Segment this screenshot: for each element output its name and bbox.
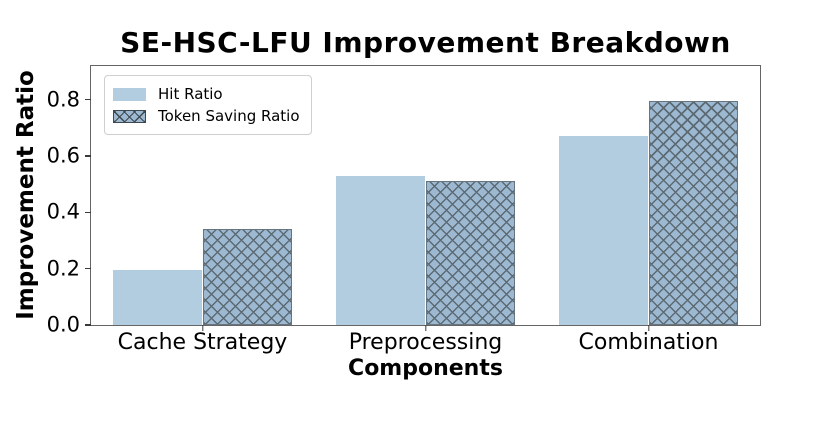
legend-item-hit-ratio: Hit Ratio [113,83,301,105]
x-tick-label-preprocessing: Preprocessing [348,330,503,355]
legend-label-token-saving-ratio: Token Saving Ratio [158,107,300,125]
y-axis-label-text: Improvement Ratio [13,70,39,320]
x-tick-mark [424,325,427,331]
y-tick-label-0.6: 0.6 [46,143,80,168]
bar-token-saving-ratio-preprocessing [425,181,515,325]
legend-swatch-token-saving-ratio [113,109,146,123]
bar-token-saving-ratio-combination [648,101,738,325]
y-tick-label-0.8: 0.8 [46,87,80,112]
x-axis-label: Components [348,356,503,381]
y-tick-mark [85,99,91,101]
y-tick-label-0.4: 0.4 [46,199,80,224]
plot-area: 0.0 0.2 0.4 0.6 0.8 Cache Strategy Preprocess… [47,65,761,354]
x-tick-label-combination: Combination [578,330,719,355]
legend-label-hit-ratio: Hit Ratio [158,85,223,103]
y-tick-label-0.0: 0.0 [46,312,80,337]
x-tick-mark [647,325,650,331]
x-tick-mark [201,325,204,331]
y-tick-mark [85,155,91,157]
bar-hit-ratio-preprocessing [336,175,426,325]
x-axis-ticks: Cache Strategy Preprocessing Combination [91,66,760,354]
y-tick-label-0.2: 0.2 [46,256,80,281]
bars-layer [91,66,760,325]
y-tick-mark [85,268,91,270]
bar-hit-ratio-combination [559,136,649,325]
y-tick-mark [85,324,91,326]
x-tick-label-cache-strategy: Cache Strategy [117,330,288,355]
bar-hit-ratio-cache-strategy [113,270,203,325]
y-axis-ticks: 0.0 0.2 0.4 0.6 0.8 [47,66,760,335]
chart-title: SE-HSC-LFU Improvement Breakdown [120,26,731,59]
bar-token-saving-ratio-cache-strategy [202,229,292,325]
y-tick-mark [85,211,91,214]
legend: Hit Ratio Token Saving Ratio [104,75,312,135]
legend-item-token-saving-ratio: Token Saving Ratio [113,105,301,127]
legend-swatch-hit-ratio [113,87,146,101]
